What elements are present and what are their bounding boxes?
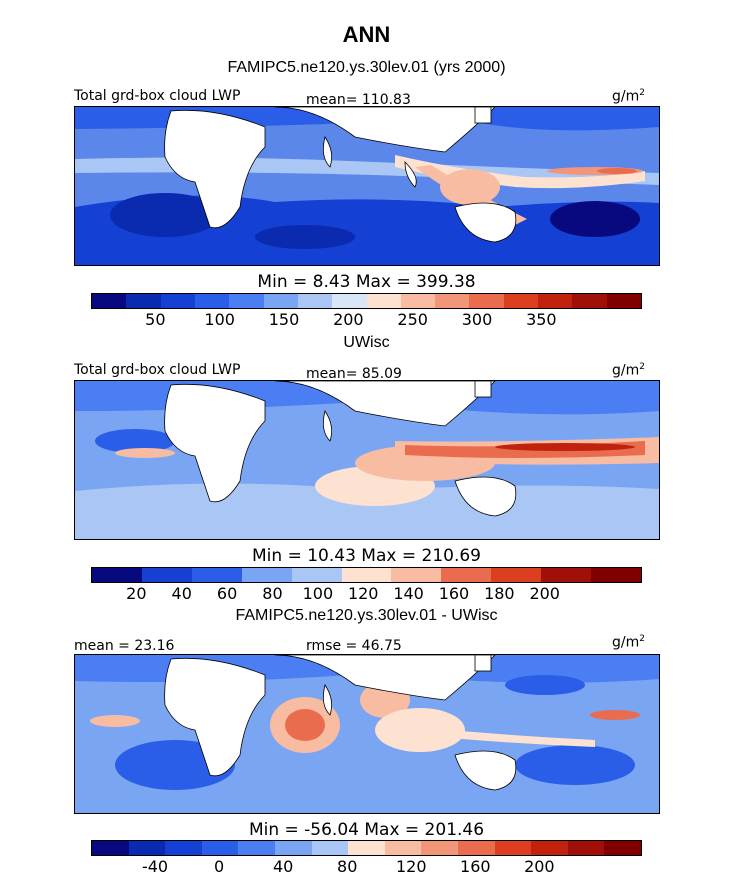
colorbar-swatch <box>503 294 539 308</box>
colorbar-tick-label: 350 <box>526 310 557 329</box>
colorbar-swatch <box>194 294 230 308</box>
colorbar-swatch <box>400 294 436 308</box>
panel-2-map <box>74 380 660 540</box>
panel-1-center-label: mean= 110.83 <box>306 92 411 108</box>
colorbar-tick-label: 160 <box>438 584 470 603</box>
colorbar-swatch <box>572 294 607 308</box>
colorbar-tick-label: 80 <box>337 857 358 876</box>
colorbar-tick-label: 0 <box>214 857 225 876</box>
colorbar-swatch <box>541 568 592 582</box>
panel-1-map <box>74 106 660 266</box>
colorbar-tick-label: 120 <box>347 584 379 603</box>
panel-2-stats: Min = 10.43 Max = 210.69 <box>252 546 481 566</box>
colorbar-swatch <box>457 841 495 855</box>
colorbar-tick-label: 300 <box>461 310 493 329</box>
colorbar-tick-label: 250 <box>397 310 428 329</box>
colorbar-swatch <box>469 294 504 308</box>
colorbar-tick-label: 200 <box>524 857 555 876</box>
colorbar-tick-label: 40 <box>272 857 294 876</box>
panel-1-ticks: 50 100 150 200 250 300 350 <box>91 310 640 329</box>
colorbar-swatch <box>391 568 442 582</box>
colorbar-swatch <box>494 841 532 855</box>
panel-1-left-label: Total grd-box cloud LWP <box>74 88 241 104</box>
colorbar-swatch <box>311 841 349 855</box>
colorbar-swatch <box>441 568 492 582</box>
colorbar-swatch <box>332 294 367 308</box>
colorbar-swatch <box>491 568 542 582</box>
colorbar-swatch <box>92 841 129 855</box>
colorbar-swatch <box>165 841 202 855</box>
colorbar-swatch <box>538 294 573 308</box>
panel-1-stats: Min = 8.43 Max = 399.38 <box>257 272 476 292</box>
colorbar-swatch <box>435 294 470 308</box>
panel-3-map <box>74 654 660 814</box>
colorbar-swatch <box>128 841 166 855</box>
colorbar-tick-label: 150 <box>268 310 300 329</box>
colorbar-tick-label: 100 <box>302 584 334 603</box>
panel-1-colorbar <box>91 293 642 309</box>
colorbar-swatch <box>92 568 142 582</box>
colorbar-swatch <box>291 568 342 582</box>
colorbar-tick-label: 140 <box>393 584 424 603</box>
colorbar-swatch <box>241 568 292 582</box>
panel-2-units: g/m2 <box>612 362 645 379</box>
colorbar-tick-label: 40 <box>171 584 192 603</box>
colorbar-tick-label: 80 <box>262 584 283 603</box>
panel-3-subtitle: FAMIPC5.ne120.ys.30lev.01 - UWisc <box>235 607 498 624</box>
colorbar-tick-label: 120 <box>395 857 427 876</box>
panel-3-colorbar <box>91 840 642 856</box>
colorbar-swatch <box>421 841 458 855</box>
colorbar-swatch <box>606 294 641 308</box>
colorbar-tick-label: 100 <box>204 310 235 329</box>
panel-2-center-label: mean= 85.09 <box>306 366 402 382</box>
colorbar-swatch <box>591 568 641 582</box>
colorbar-tick-label: 200 <box>529 584 560 603</box>
colorbar-swatch <box>604 841 641 855</box>
panel-2-subtitle: UWisc <box>343 334 390 351</box>
colorbar-swatch <box>229 294 264 308</box>
colorbar-swatch <box>126 294 161 308</box>
colorbar-tick-label: 200 <box>333 310 364 329</box>
colorbar-swatch <box>348 841 385 855</box>
colorbar-tick-label: 60 <box>216 584 238 603</box>
colorbar-swatch <box>92 294 127 308</box>
colorbar-swatch <box>274 841 312 855</box>
colorbar-tick-label: 20 <box>126 584 147 603</box>
colorbar-swatch <box>160 294 195 308</box>
panel-3-center-label: rmse = 46.75 <box>306 638 402 654</box>
panel-3-left-label: mean = 23.16 <box>74 638 175 654</box>
panel-3-units: g/m2 <box>612 634 645 651</box>
colorbar-swatch <box>238 841 275 855</box>
colorbar-tick-label: 160 <box>460 857 491 876</box>
colorbar-tick-label: 50 <box>145 310 166 329</box>
figure-title: ANN <box>342 22 391 47</box>
colorbar-swatch <box>366 294 401 308</box>
panel-2-colorbar <box>91 567 642 583</box>
colorbar-tick-label: 180 <box>484 584 515 603</box>
panel-1-subtitle: FAMIPC5.ne120.ys.30lev.01 (yrs 2000) <box>227 59 506 76</box>
colorbar-swatch <box>201 841 239 855</box>
panel-3-stats: Min = -56.04 Max = 201.46 <box>248 820 485 840</box>
panel-3-ticks: -40 0 40 80 120 160 200 <box>91 857 640 876</box>
colorbar-swatch <box>567 841 605 855</box>
colorbar-swatch <box>191 568 242 582</box>
colorbar-swatch <box>297 294 333 308</box>
colorbar-tick-label: -40 <box>141 857 169 876</box>
colorbar-swatch <box>141 568 192 582</box>
panel-2-ticks: 20 40 60 80 100 120 140 160 180 200 <box>91 584 640 603</box>
colorbar-swatch <box>384 841 422 855</box>
colorbar-swatch <box>341 568 392 582</box>
colorbar-swatch <box>531 841 568 855</box>
colorbar-swatch <box>263 294 298 308</box>
panel-2-left-label: Total grd-box cloud LWP <box>74 362 241 378</box>
panel-1-units: g/m2 <box>612 88 645 105</box>
